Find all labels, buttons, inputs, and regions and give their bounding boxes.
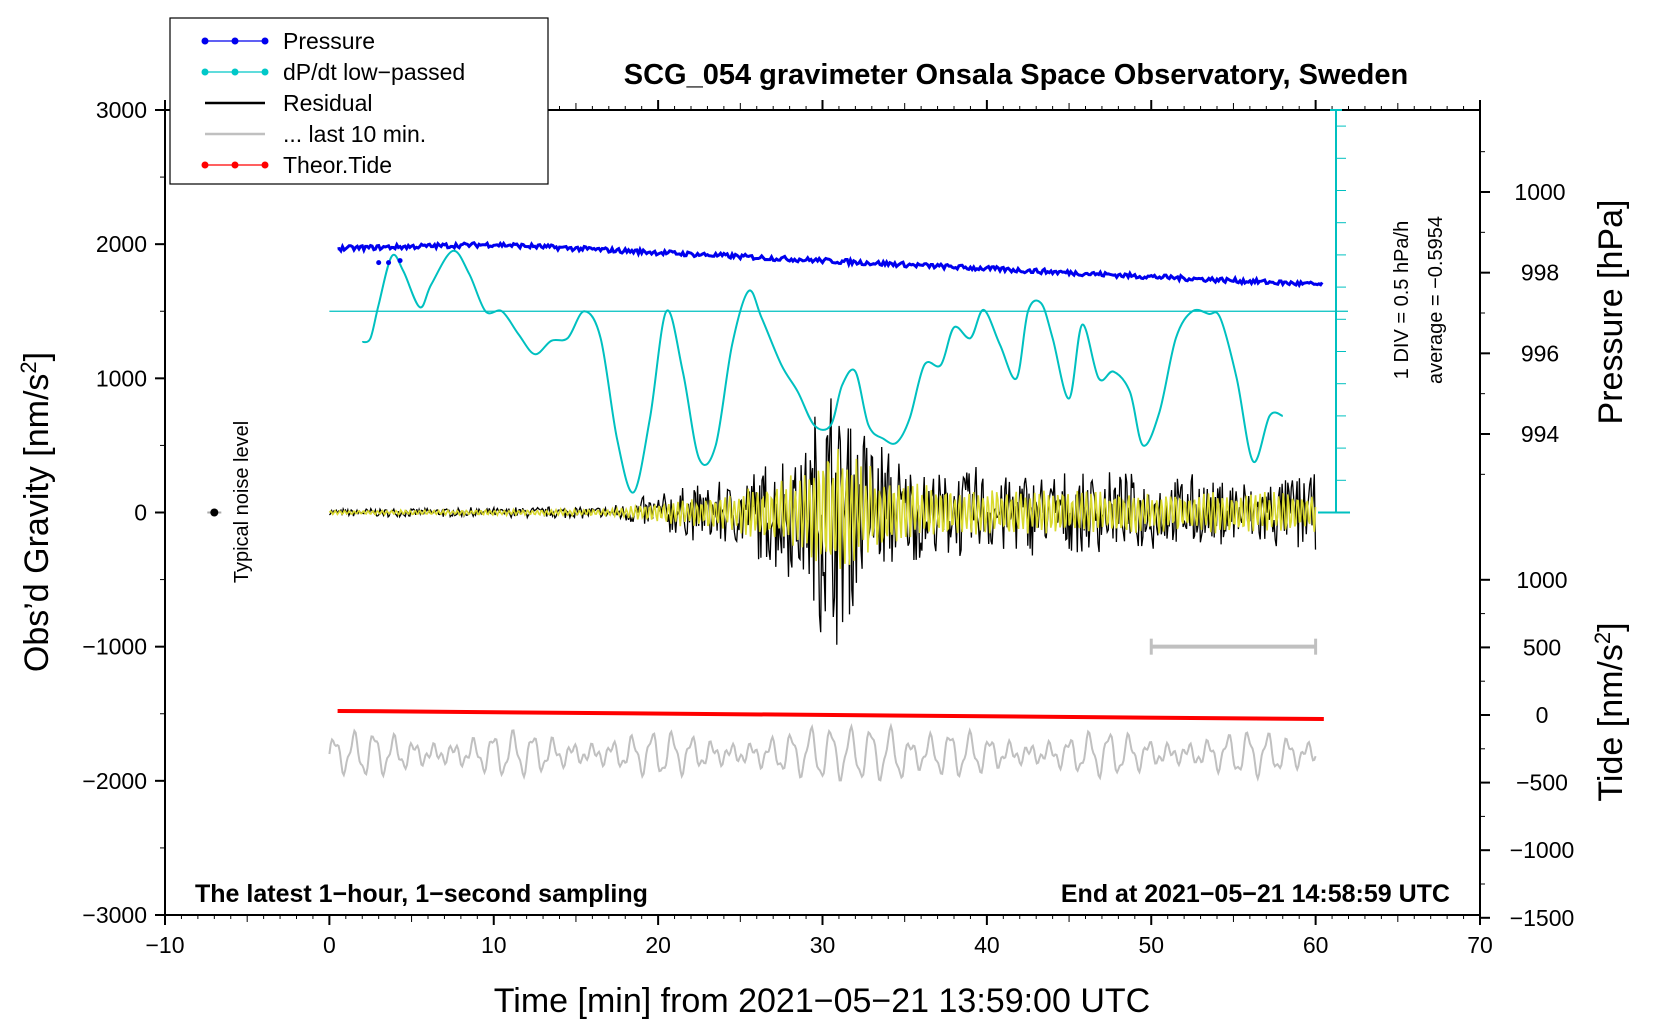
x-tick-label: 20	[645, 932, 671, 958]
pressure-axis-title: Pressure [hPa]	[1592, 200, 1630, 425]
y-axis-title-main: Obs’d Gravity [nm/s	[18, 374, 56, 673]
tide-tick-label: 1000	[1516, 567, 1567, 593]
legend-swatch-marker-left	[201, 37, 209, 45]
y-axis-gravity: −3000 −2000 −1000 0 1000 2000 3000	[82, 97, 165, 928]
noise-level-point	[210, 508, 219, 517]
y-tick-label: 1000	[96, 365, 147, 391]
x-axis: −10 0 10 20 30 40 50 60 70	[145, 100, 1493, 958]
y-axis-title: Obs’d Gravity [nm/s2]	[16, 352, 56, 672]
average-label: average = −0.5954	[1425, 216, 1447, 384]
residual-line	[328, 398, 1317, 645]
y-tick-label: −2000	[82, 768, 147, 794]
legend-swatch-marker-left	[201, 68, 209, 76]
tide-tick-label: −1500	[1510, 905, 1575, 931]
pressure-tick-label: 1000	[1514, 179, 1565, 205]
div-label: 1 DIV = 0.5 hPa/h	[1391, 221, 1413, 379]
pressure-outlier-point	[376, 260, 382, 266]
pressure-outlier-point	[397, 258, 403, 264]
tide-axis-title-sup: 2	[1590, 632, 1615, 644]
pressure-outlier-point	[386, 260, 392, 266]
legend-label: dP/dt low−passed	[283, 59, 465, 85]
legend-label: Pressure	[283, 28, 375, 54]
pressure-tick-label: 996	[1521, 340, 1559, 366]
legend-swatch-marker-left	[201, 161, 209, 169]
subtitle-left: The latest 1−hour, 1−second sampling	[195, 880, 648, 908]
tide-tick-label: 500	[1523, 634, 1561, 660]
legend-box	[169, 17, 549, 185]
tide-tick-label: −1000	[1510, 837, 1575, 863]
y-tick-label: 3000	[96, 97, 147, 123]
tide-axis-title-end: ]	[1592, 622, 1630, 631]
chart-title: SCG_054 gravimeter Onsala Space Observat…	[624, 59, 1408, 91]
dpdt-line	[361, 249, 1284, 494]
legend-swatch-marker-right	[261, 37, 269, 45]
subtitle-right: End at 2021−05−21 14:58:59 UTC	[1061, 880, 1450, 908]
y-tick-label: −3000	[82, 902, 147, 928]
x-tick-label: 30	[810, 932, 836, 958]
tide-tick-label: 0	[1536, 702, 1549, 728]
tide-axis-title-main: Tide [nm/s	[1592, 644, 1630, 801]
legend-swatch-marker-right	[261, 161, 269, 169]
x-tick-label: −10	[145, 932, 184, 958]
y-axis-title-end: ]	[18, 352, 56, 361]
x-axis-title: Time [min] from 2021−05−21 13:59:00 UTC	[494, 982, 1150, 1020]
x-tick-label: 0	[323, 932, 336, 958]
x-tick-label: 10	[481, 932, 507, 958]
y-tick-label: 0	[134, 500, 147, 526]
noise-level-label: Typical noise level	[231, 421, 253, 583]
y-axis-title-sup: 2	[16, 361, 41, 373]
x-tick-label: 70	[1467, 932, 1493, 958]
x-tick-label: 60	[1303, 932, 1329, 958]
legend-label: ... last 10 min.	[283, 121, 426, 147]
tide-axis-title: Tide [nm/s2]	[1590, 622, 1630, 801]
legend-swatch-marker-right	[261, 68, 269, 76]
legend-swatch-marker-mid	[231, 68, 239, 76]
legend-swatch-marker-mid	[231, 161, 239, 169]
tide-line	[337, 708, 1324, 722]
pressure-tick-label: 994	[1521, 421, 1560, 447]
x-tick-label: 40	[974, 932, 1000, 958]
last-10-min-line	[328, 722, 1317, 782]
series-layer	[207, 109, 1350, 782]
legend: Pressure dP/dt low−passed Residual ... last…	[169, 17, 549, 185]
tide-tick-label: −500	[1516, 770, 1568, 796]
y-tick-label: 2000	[96, 231, 147, 257]
legend-swatch-marker-mid	[231, 37, 239, 45]
y-axis-tide: −1500 −1000 −500 0 500 1000	[1480, 567, 1574, 931]
legend-label: Theor.Tide	[283, 152, 392, 178]
pressure-line	[337, 240, 1324, 289]
y-axis-pressure: 994 996 998 1000	[1480, 151, 1566, 475]
y-tick-label: −1000	[82, 634, 147, 660]
residual-filtered-line	[328, 448, 1317, 569]
x-tick-label: 50	[1138, 932, 1164, 958]
legend-label: Residual	[283, 90, 373, 116]
pressure-tick-label: 998	[1521, 260, 1559, 286]
